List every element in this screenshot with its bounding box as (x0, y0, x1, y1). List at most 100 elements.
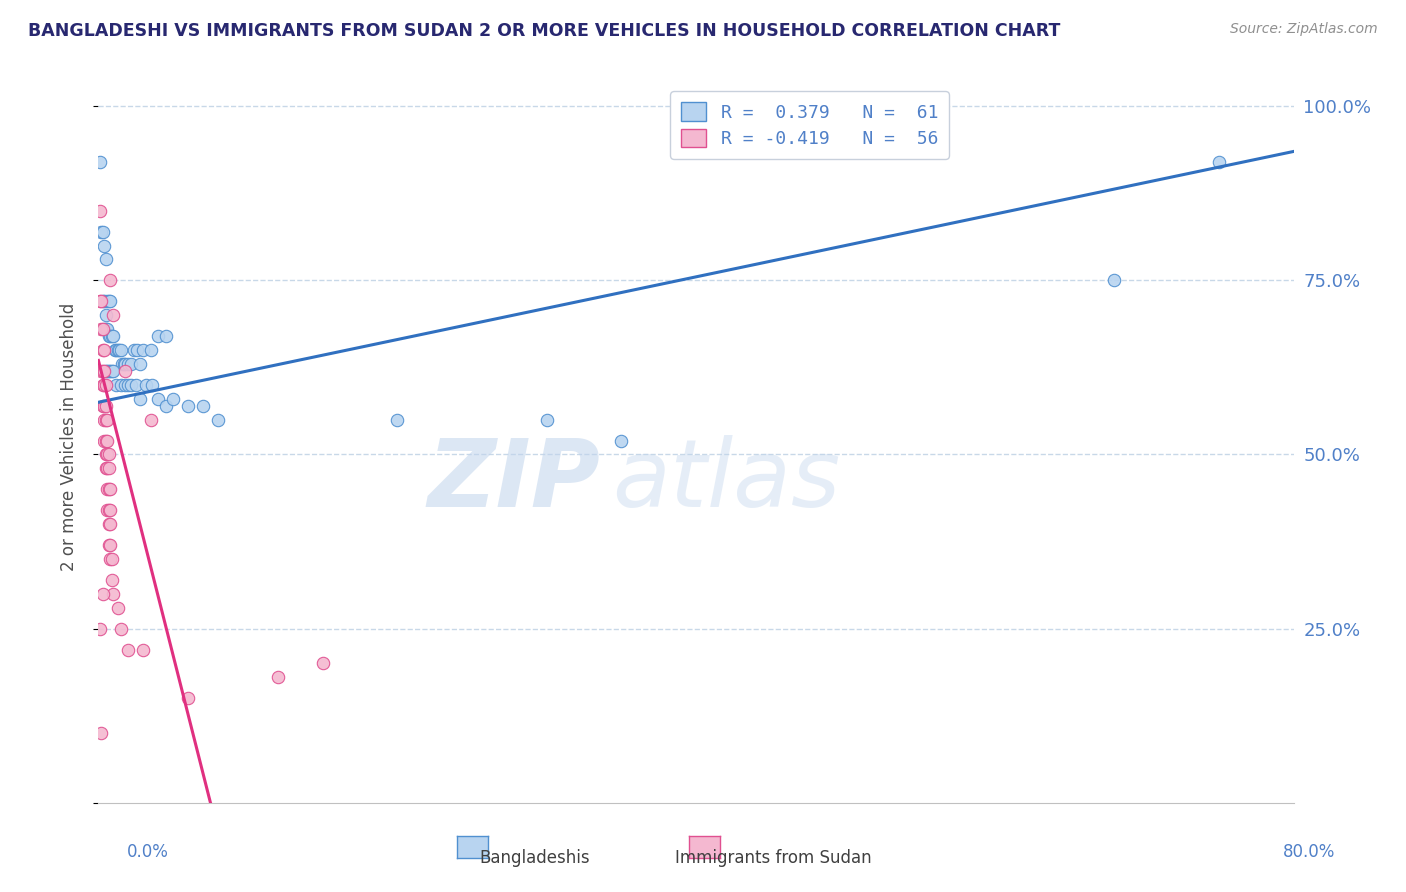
Point (90, 364, 112, 378)
Text: 0.0%: 0.0% (127, 843, 169, 861)
Legend: R =  0.379   N =  61, R = -0.419   N =  56: R = 0.379 N = 61, R = -0.419 N = 56 (671, 91, 949, 159)
Point (127, 343, 149, 357)
Point (108, 343, 131, 357)
Point (89, 294, 111, 309)
Point (97, 538, 120, 552)
Point (90, 726, 112, 740)
Point (89, 203, 111, 218)
Text: Immigrants from Sudan: Immigrants from Sudan (675, 849, 872, 867)
Point (90, 225, 112, 239)
Point (120, 357, 142, 371)
Point (91, 399, 114, 413)
Point (103, 329, 125, 343)
Point (96, 294, 118, 309)
Point (97, 461, 120, 475)
Point (94, 412, 117, 426)
Point (114, 377, 136, 392)
Point (101, 364, 124, 378)
Point (1208, 155, 1230, 169)
Point (132, 642, 155, 657)
Point (139, 412, 162, 426)
Point (94, 364, 117, 378)
Point (536, 412, 558, 426)
Point (91, 587, 114, 601)
Point (110, 377, 132, 392)
Point (91, 322, 114, 336)
Point (98, 329, 122, 343)
Point (110, 622, 132, 636)
Point (117, 357, 139, 371)
Text: atlas: atlas (613, 435, 841, 526)
Point (93, 238, 115, 252)
Point (98, 503, 122, 517)
Point (114, 357, 136, 371)
Text: Bangladeshis: Bangladeshis (479, 849, 589, 867)
Point (148, 392, 170, 406)
Point (98, 364, 122, 378)
Point (139, 343, 162, 357)
Point (91, 377, 114, 392)
Point (97, 483, 120, 497)
Point (177, 399, 200, 413)
Text: ZIP: ZIP (427, 435, 600, 527)
Point (96, 322, 118, 336)
Point (610, 434, 633, 448)
Point (97, 329, 120, 343)
Point (98, 517, 122, 532)
Point (385, 412, 409, 426)
Point (129, 357, 152, 371)
Point (129, 392, 152, 406)
Point (135, 377, 157, 392)
Point (97, 364, 120, 378)
Point (105, 343, 128, 357)
Point (93, 399, 115, 413)
Point (91, 364, 114, 378)
Point (98, 552, 122, 566)
Point (98, 294, 122, 309)
Point (132, 343, 155, 357)
Point (91, 225, 114, 239)
Point (96, 448, 118, 462)
Point (103, 364, 125, 378)
Point (120, 377, 142, 392)
Point (93, 294, 115, 309)
Point (191, 399, 214, 413)
Point (155, 399, 177, 413)
Point (155, 329, 177, 343)
Point (91, 343, 114, 357)
Point (162, 392, 184, 406)
Point (96, 483, 118, 497)
Y-axis label: 2 or more Vehicles in Household: 2 or more Vehicles in Household (59, 303, 77, 571)
Text: BANGLADESHI VS IMMIGRANTS FROM SUDAN 2 OR MORE VEHICLES IN HOUSEHOLD CORRELATION: BANGLADESHI VS IMMIGRANTS FROM SUDAN 2 O… (28, 22, 1060, 40)
Point (117, 377, 139, 392)
Point (96, 434, 118, 448)
Point (93, 412, 115, 426)
Point (125, 377, 148, 392)
Point (89, 155, 111, 169)
Point (97, 294, 120, 309)
Point (104, 343, 127, 357)
Point (141, 377, 163, 392)
Point (94, 461, 117, 475)
Point (93, 343, 115, 357)
Point (90, 294, 112, 309)
Point (117, 642, 139, 657)
Point (96, 503, 118, 517)
Point (94, 434, 117, 448)
Point (1104, 273, 1126, 287)
Point (94, 399, 117, 413)
Point (110, 343, 132, 357)
Point (93, 322, 115, 336)
Point (94, 322, 117, 336)
Point (98, 483, 122, 497)
Point (91, 294, 114, 309)
Point (107, 600, 129, 615)
Point (207, 412, 229, 426)
Point (94, 308, 117, 322)
Point (96, 412, 118, 426)
Point (94, 252, 117, 267)
Point (93, 377, 115, 392)
Point (105, 377, 128, 392)
Point (112, 357, 135, 371)
Point (90, 322, 112, 336)
